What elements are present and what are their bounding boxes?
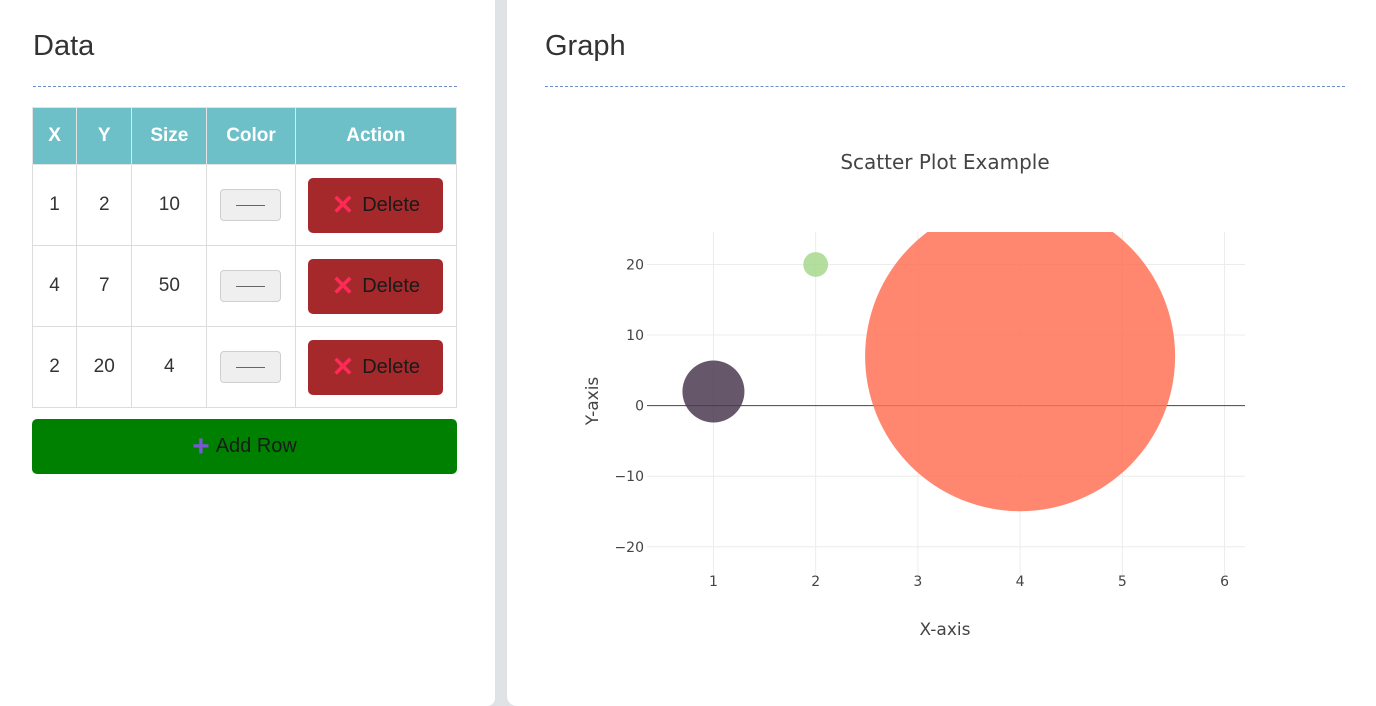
graph-panel-divider	[545, 86, 1345, 87]
data-panel-title: Data	[33, 30, 95, 62]
cell-size[interactable]: 10	[131, 164, 208, 246]
table-row: 1 2 10 ✕ Delete	[31, 164, 458, 246]
chart-points	[682, 232, 1176, 512]
x-tick-label: 2	[811, 574, 820, 590]
delete-button[interactable]: ✕ Delete	[308, 258, 444, 314]
chart-ticks: 1 2 3 4 5 6 −20 −10 0 10 20	[614, 257, 1229, 590]
cell-color	[206, 326, 296, 408]
plus-icon: +	[192, 429, 210, 463]
cell-action: ✕ Delete	[294, 245, 458, 327]
delete-button[interactable]: ✕ Delete	[308, 339, 444, 395]
cell-x[interactable]: 2	[31, 326, 78, 408]
cell-x[interactable]: 4	[31, 245, 78, 327]
table-row: 4 7 50 ✕ Delete	[31, 245, 458, 327]
color-swatch	[236, 286, 266, 287]
close-icon: ✕	[331, 189, 355, 220]
cell-size[interactable]: 4	[131, 326, 208, 408]
header-size: Size	[131, 107, 208, 165]
color-picker[interactable]	[220, 351, 282, 383]
header-x: X	[31, 107, 78, 165]
x-tick-label: 3	[913, 574, 922, 590]
scatter-point	[803, 252, 829, 277]
x-axis-label: X-axis	[920, 620, 971, 640]
close-icon: ✕	[331, 270, 355, 301]
x-tick-label: 5	[1118, 574, 1127, 590]
data-panel: Data X Y Size Color Action 1 2 10 ✕ Delet…	[0, 0, 495, 706]
color-swatch	[236, 367, 266, 368]
y-tick-label: −10	[614, 469, 644, 485]
delete-button[interactable]: ✕ Delete	[308, 177, 444, 233]
graph-panel-title: Graph	[545, 30, 626, 62]
header-y: Y	[76, 107, 133, 165]
data-table: X Y Size Color Action 1 2 10 ✕ Delete 4	[31, 107, 458, 408]
chart-title: Scatter Plot Example	[840, 150, 1049, 174]
x-tick-label: 6	[1220, 574, 1229, 590]
table-header-row: X Y Size Color Action	[31, 107, 458, 165]
cell-y[interactable]: 2	[76, 164, 133, 246]
cell-y[interactable]: 7	[76, 245, 133, 327]
delete-label: Delete	[362, 193, 421, 216]
cell-x[interactable]: 1	[31, 164, 78, 246]
scatter-point	[865, 232, 1176, 512]
cell-size[interactable]: 50	[131, 245, 208, 327]
y-axis-label: Y-axis	[583, 377, 603, 427]
scatter-point	[682, 360, 745, 423]
cell-action: ✕ Delete	[294, 164, 458, 246]
cell-color	[206, 164, 296, 246]
x-tick-label: 4	[1016, 574, 1025, 590]
add-row-button[interactable]: + Add Row	[32, 419, 457, 474]
delete-label: Delete	[362, 355, 421, 378]
y-tick-label: −20	[614, 540, 644, 556]
color-picker[interactable]	[220, 189, 282, 221]
cell-color	[206, 245, 296, 327]
add-row-label: Add Row	[215, 435, 297, 457]
data-panel-divider	[33, 86, 457, 87]
scatter-chart[interactable]: Scatter Plot Example 1 2 3 4 5 6 −20 −10 0 10 20 X…	[507, 0, 1376, 706]
color-picker[interactable]	[220, 270, 282, 302]
table-row: 2 20 4 ✕ Delete	[31, 326, 458, 408]
x-tick-label: 1	[709, 574, 718, 590]
y-tick-label: 10	[626, 328, 644, 344]
color-swatch	[236, 205, 266, 206]
header-color: Color	[206, 107, 296, 165]
y-tick-label: 20	[626, 257, 644, 273]
delete-label: Delete	[362, 274, 421, 297]
close-icon: ✕	[331, 351, 355, 382]
cell-action: ✕ Delete	[294, 326, 458, 408]
header-action: Action	[294, 107, 458, 165]
graph-panel: Graph Scatter Plot Example 1 2 3 4 5 6 −20 −10 0…	[507, 0, 1376, 706]
cell-y[interactable]: 20	[76, 326, 133, 408]
y-tick-label: 0	[635, 399, 644, 415]
